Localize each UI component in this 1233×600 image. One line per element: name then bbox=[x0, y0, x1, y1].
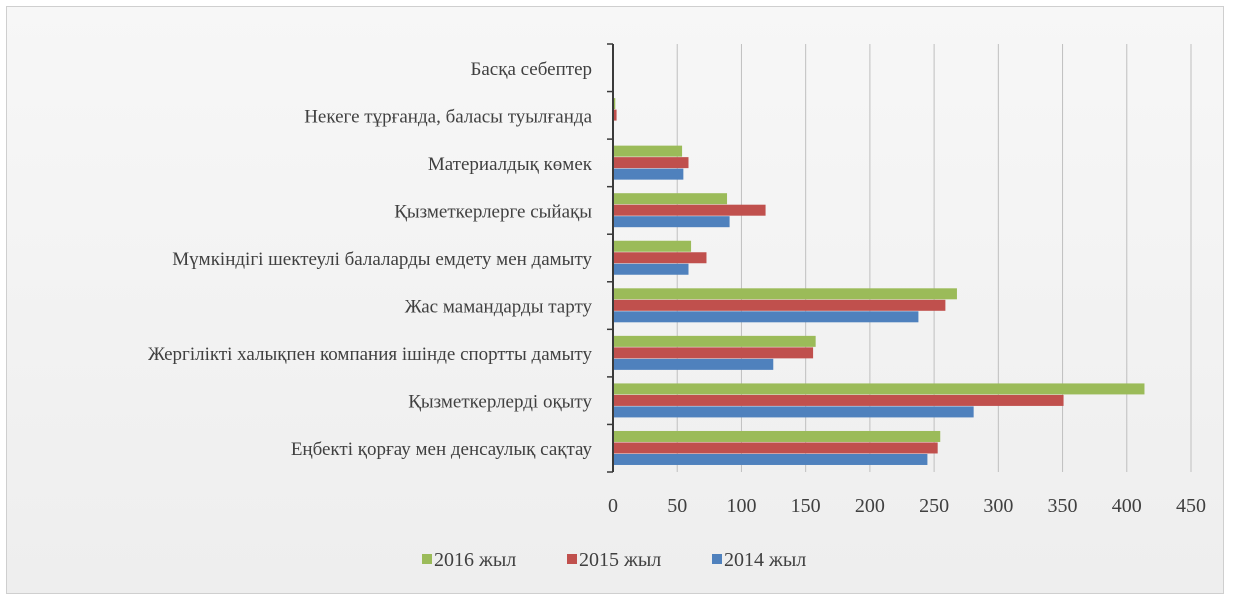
x-tick-label: 50 bbox=[667, 495, 687, 517]
bar-2016-жыл bbox=[614, 335, 816, 347]
x-tick-label: 350 bbox=[1048, 495, 1078, 517]
legend-swatch bbox=[712, 554, 722, 564]
bar-2014-жыл bbox=[614, 216, 730, 228]
bar-2015-жыл bbox=[614, 347, 814, 359]
bar-2015-жыл bbox=[614, 299, 946, 311]
bar-2014-жыл bbox=[614, 263, 689, 275]
category-label: Материалдық көмек bbox=[428, 154, 593, 175]
category-label: Басқа себептер bbox=[470, 59, 592, 80]
bar-2014-жыл bbox=[614, 453, 928, 465]
bar-2015-жыл bbox=[614, 109, 617, 121]
x-tick-label: 450 bbox=[1176, 495, 1206, 517]
bar-2016-жыл bbox=[614, 430, 941, 442]
x-tick-label: 0 bbox=[608, 495, 618, 517]
bar-2014-жыл bbox=[614, 406, 974, 418]
bar-2015-жыл bbox=[614, 442, 938, 454]
legend-swatch bbox=[422, 554, 432, 564]
bar-2015-жыл bbox=[614, 394, 1064, 406]
category-label: Мүмкіндігі шектеулі балаларды емдету мен… bbox=[172, 249, 592, 270]
category-label: Қызметкерлерді оқыту bbox=[408, 392, 592, 413]
category-label: Некеге тұрғанда, баласы туылғанда bbox=[304, 106, 592, 127]
category-label: Қызметкерлерге сыйақы bbox=[394, 201, 592, 222]
bar-2014-жыл bbox=[614, 311, 919, 323]
x-tick-label: 400 bbox=[1112, 495, 1142, 517]
bar-2014-жыл bbox=[614, 358, 774, 370]
bar-2016-жыл bbox=[614, 98, 616, 110]
category-label: Еңбекті қорғау мен денсаулық сақтау bbox=[291, 439, 593, 460]
category-label: Жергілікті халықпен компания ішінде спор… bbox=[148, 344, 592, 365]
x-tick-label: 100 bbox=[726, 495, 756, 517]
bar-2016-жыл bbox=[614, 240, 692, 252]
bar-2015-жыл bbox=[614, 252, 707, 264]
x-tick-label: 300 bbox=[983, 495, 1013, 517]
bar-2016-жыл bbox=[614, 383, 1145, 395]
bar-2016-жыл bbox=[614, 288, 957, 300]
legend-swatch bbox=[567, 554, 577, 564]
bar-2014-жыл bbox=[614, 168, 684, 180]
legend-label: 2014 жыл bbox=[724, 549, 806, 571]
bar-2016-жыл bbox=[614, 145, 683, 157]
x-tick-label: 200 bbox=[855, 495, 885, 517]
bar-2015-жыл bbox=[614, 157, 689, 169]
bar-2015-жыл bbox=[614, 204, 766, 216]
legend-label: 2015 жыл bbox=[579, 549, 661, 571]
bar-2016-жыл bbox=[614, 193, 728, 205]
x-tick-label: 150 bbox=[791, 495, 821, 517]
category-label: Жас мамандарды тарту bbox=[405, 297, 593, 318]
legend-label: 2016 жыл bbox=[434, 549, 516, 571]
x-tick-label: 250 bbox=[919, 495, 949, 517]
